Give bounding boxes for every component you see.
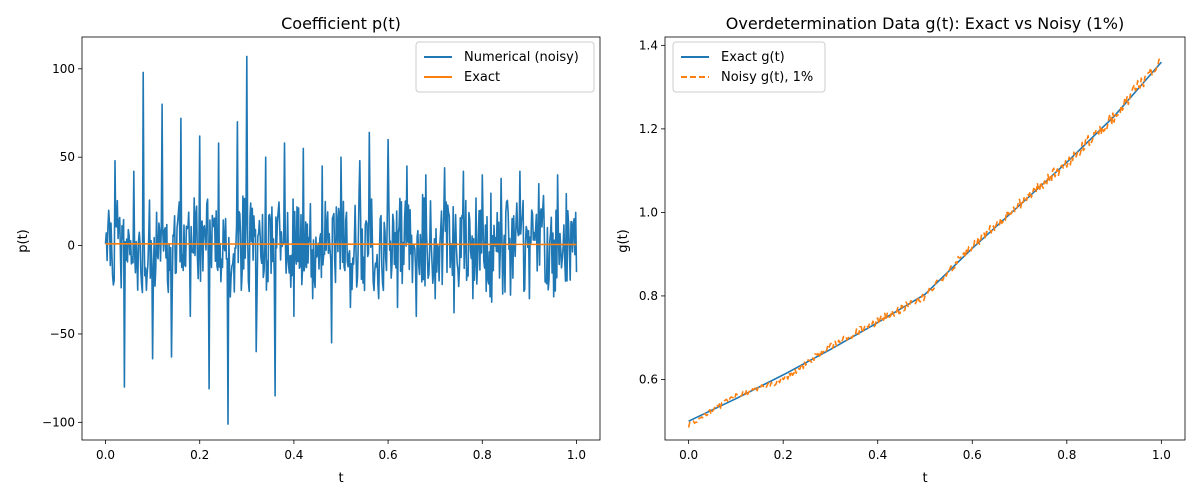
- y-tick-label: 50: [60, 150, 75, 164]
- y-tick-label: 100: [52, 62, 75, 76]
- x-tick-label: 0.6: [963, 448, 982, 462]
- legend: Exact g(t) Noisy g(t), 1%: [672, 41, 826, 93]
- series-line-exact-g-t: [688, 61, 1163, 422]
- x-tick-label: 0.4: [868, 448, 887, 462]
- legend-label-exact: Exact: [464, 70, 500, 85]
- y-tick-label: 0.6: [639, 372, 658, 386]
- x-tick-label: 0.2: [774, 448, 793, 462]
- y-tick-label: 1.0: [639, 205, 658, 219]
- legend-label-exact-g: Exact g(t): [721, 50, 785, 65]
- y-tick-label: 0.8: [639, 289, 658, 303]
- legend: Numerical (noisy) Exact: [415, 41, 595, 93]
- plot-area: [104, 55, 578, 425]
- series-line-numerical-noisy: [104, 55, 578, 425]
- y-axis: −100 −50 0 50 100: [42, 62, 82, 429]
- y-tick-label: −100: [42, 415, 75, 429]
- legend-label-noisy-g: Noisy g(t), 1%: [721, 70, 813, 85]
- x-tick-label: 1.0: [1152, 448, 1171, 462]
- plot-area: [687, 57, 1163, 428]
- chart-title: Overdetermination Data g(t): Exact vs No…: [726, 14, 1124, 33]
- legend-box: [672, 41, 826, 93]
- legend-box: [415, 41, 595, 93]
- x-tick-label: 0.8: [473, 448, 492, 462]
- x-axis: 0.0 0.2 0.4 0.6 0.8 1.0: [96, 440, 586, 462]
- series-line-noisy-g-t-1: [687, 57, 1163, 428]
- series-line-exact: [105, 243, 577, 246]
- chart-p-coefficient: Coefficient p(t) 0.0 0.2 0.4 0.6 0.8 1.0 −100…: [16, 14, 601, 486]
- x-tick-label: 0.2: [190, 448, 209, 462]
- legend-label-numerical: Numerical (noisy): [464, 50, 579, 65]
- x-tick-label: 1.0: [567, 448, 586, 462]
- x-tick-label: 0.0: [679, 448, 698, 462]
- y-tick-label: 0: [67, 239, 75, 253]
- chart-g-overdetermination: Overdetermination Data g(t): Exact vs No…: [616, 14, 1186, 486]
- x-axis-label: t: [338, 471, 343, 486]
- chart-title: Coefficient p(t): [281, 14, 401, 33]
- y-axis-label: g(t): [616, 229, 631, 253]
- x-tick-label: 0.0: [96, 448, 115, 462]
- y-tick-label: 1.2: [639, 122, 658, 136]
- x-tick-label: 0.4: [284, 448, 303, 462]
- x-tick-label: 0.6: [379, 448, 398, 462]
- y-tick-label: −50: [50, 327, 75, 341]
- y-axis: 0.6 0.8 1.0 1.2 1.4: [639, 38, 665, 386]
- axes-frame: [664, 36, 1186, 441]
- x-tick-label: 0.8: [1057, 448, 1076, 462]
- y-tick-label: 1.4: [639, 38, 658, 52]
- x-axis: 0.0 0.2 0.4 0.6 0.8 1.0: [679, 440, 1171, 462]
- axes-frame: [81, 36, 601, 441]
- y-axis-label: p(t): [16, 229, 31, 253]
- x-axis-label: t: [922, 471, 927, 486]
